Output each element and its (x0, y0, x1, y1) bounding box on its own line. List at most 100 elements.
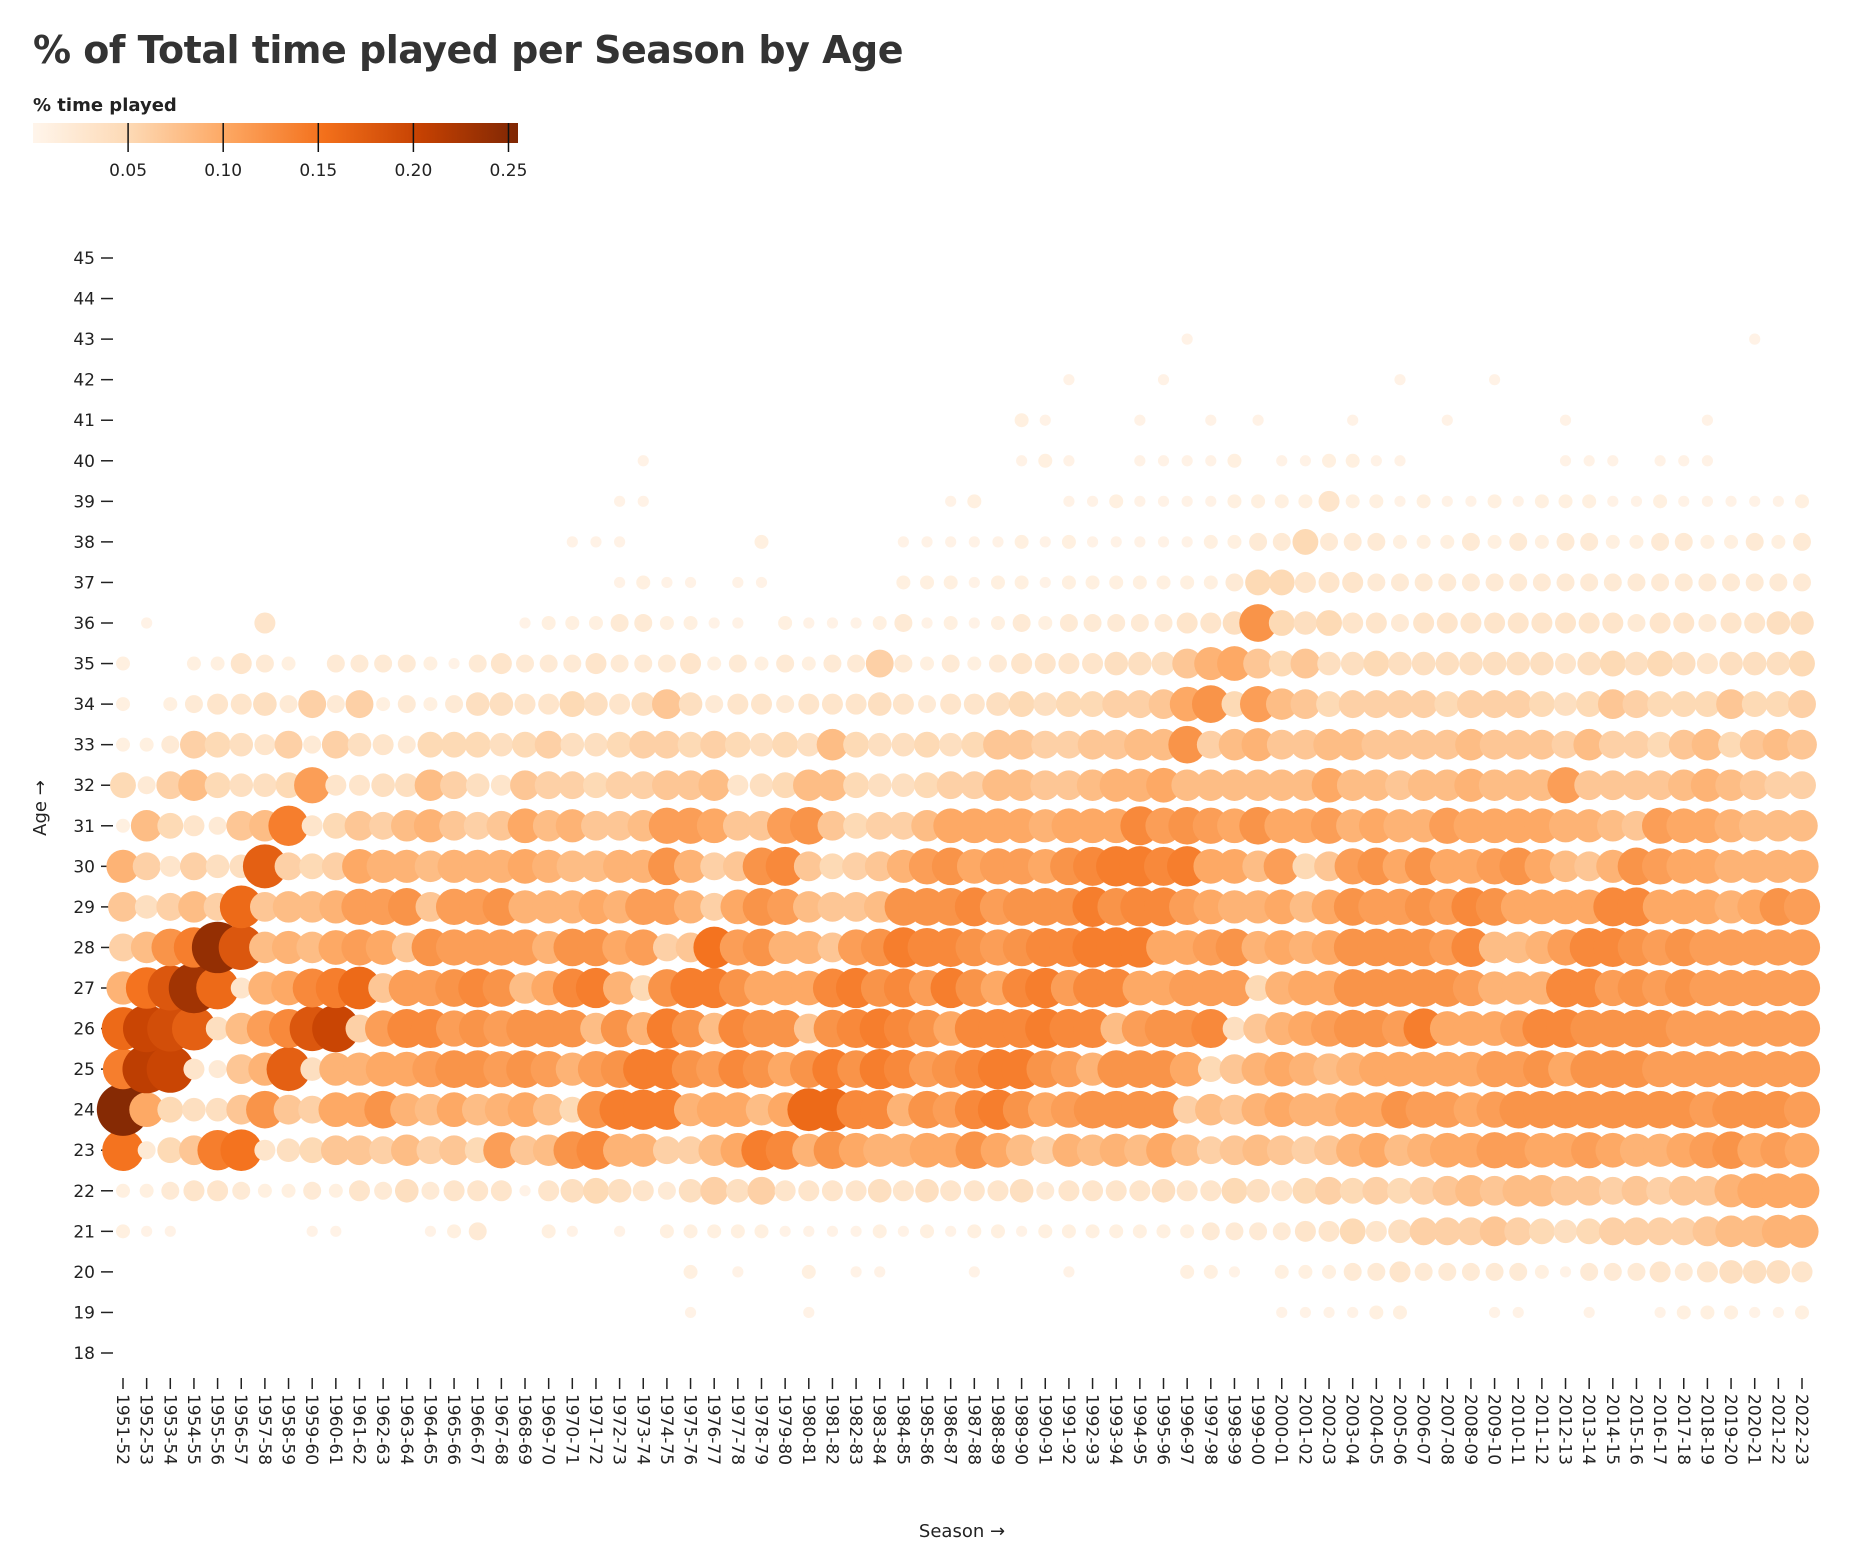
bubble-point (134, 895, 159, 919)
bubble-point (792, 930, 826, 965)
bubble-point (1578, 612, 1600, 634)
bubble-point (1061, 575, 1076, 590)
bubble-point (1079, 691, 1106, 718)
bubble-point (1559, 1266, 1572, 1278)
bubble-point (1436, 612, 1458, 634)
bubble-point (1580, 532, 1599, 551)
bubble-point (296, 891, 328, 923)
bubble-point (1629, 534, 1644, 549)
bubble-point (980, 1132, 1016, 1168)
bubble-point (157, 812, 184, 839)
bubble-point (634, 614, 653, 632)
y-tick-label: 20 (73, 1263, 95, 1283)
bubble-point (1452, 969, 1490, 1007)
bubble-point (1243, 1013, 1273, 1044)
x-tick-label: 1997-98 (1200, 1394, 1220, 1465)
bubble-point (1181, 333, 1193, 345)
bubble-point (1173, 1095, 1202, 1124)
bubble-point (1603, 573, 1622, 592)
legend-title: % time played (33, 95, 177, 116)
bubble-point (1336, 728, 1369, 761)
x-tick-label: 1973-74 (632, 1394, 652, 1465)
bubble-point (219, 885, 263, 929)
bubble-point (538, 1180, 560, 1202)
x-tick-label: 1974-75 (656, 1394, 676, 1465)
bubble-point (161, 735, 180, 754)
bubble-point (465, 692, 490, 716)
bubble-point (990, 616, 1005, 630)
bubble-point (440, 771, 469, 800)
bubble-point (677, 731, 704, 758)
bubble-point (345, 690, 374, 719)
bubble-point (1130, 614, 1149, 632)
bubble-point (1345, 453, 1360, 468)
bubble-point (576, 1130, 616, 1170)
bubble-point (600, 1009, 639, 1048)
bubble-point (1099, 1133, 1133, 1167)
bubble-point (1265, 769, 1298, 801)
x-tick-label: 1969-70 (538, 1394, 558, 1465)
bubble-point (1123, 768, 1157, 802)
bubble-point (1134, 455, 1146, 467)
bubble-point (961, 731, 988, 758)
bubble-point (156, 771, 185, 800)
bubble-point (1576, 1218, 1603, 1245)
bubble-point (850, 617, 862, 629)
bubble-point (1392, 534, 1407, 549)
bubble-point (874, 1266, 886, 1278)
x-tick-label: 1970-71 (561, 1394, 581, 1465)
bubble-point (920, 575, 935, 590)
bubble-point (1764, 771, 1793, 800)
bubble-point (896, 575, 911, 590)
bubble-point (1392, 1305, 1407, 1320)
bubble-point (1336, 809, 1370, 843)
bubble-point (1532, 573, 1551, 592)
bubble-point (1345, 494, 1360, 509)
bubble-point (312, 1004, 360, 1053)
bubble-point (1416, 494, 1431, 509)
bubble-point (1700, 534, 1715, 549)
bubble-point (897, 1225, 909, 1237)
bubble-point (397, 695, 416, 714)
bubble-point (1719, 651, 1743, 676)
bubble-point (768, 930, 802, 965)
bubble-point (938, 732, 963, 757)
bubble-point (891, 773, 916, 798)
bubble-point (1104, 651, 1129, 676)
bubble-point (1509, 573, 1528, 592)
bubble-point (1005, 1134, 1038, 1166)
bubble-point (218, 924, 264, 971)
bubble-point (1678, 455, 1690, 467)
bubble-point (1691, 728, 1724, 761)
bubble-point (1692, 1216, 1723, 1247)
bubble-point (911, 810, 943, 842)
bubble-point (413, 809, 448, 843)
y-tick-label: 34 (73, 695, 95, 715)
bubble-point (727, 693, 749, 715)
bubble-point (1291, 1136, 1320, 1165)
bubble-point (1696, 653, 1718, 675)
bubble-point (1624, 651, 1649, 676)
bubble-point (1678, 495, 1690, 507)
bubble-point (1744, 612, 1766, 634)
bubble-point (1268, 569, 1295, 596)
y-tick-label: 19 (73, 1303, 95, 1323)
bubble-point (220, 1129, 263, 1172)
bubble-point (1157, 374, 1170, 386)
x-tick-label: 1977-78 (727, 1394, 747, 1465)
bubble-point (1058, 653, 1080, 675)
bubble-point (1389, 1261, 1411, 1283)
bubble-point (1643, 1133, 1677, 1167)
bubble-point (1076, 769, 1109, 801)
bubble-point (1252, 414, 1264, 426)
bubble-point (519, 1185, 531, 1197)
bubble-point (414, 850, 447, 883)
bubble-point (914, 772, 940, 799)
bubble-point (207, 693, 229, 715)
bubble-point (1272, 1222, 1291, 1241)
bubble-point (1555, 612, 1577, 634)
bubble-point (1014, 575, 1029, 590)
bubble-point (1276, 1306, 1288, 1319)
x-tick-label: 2014-15 (1602, 1394, 1622, 1465)
